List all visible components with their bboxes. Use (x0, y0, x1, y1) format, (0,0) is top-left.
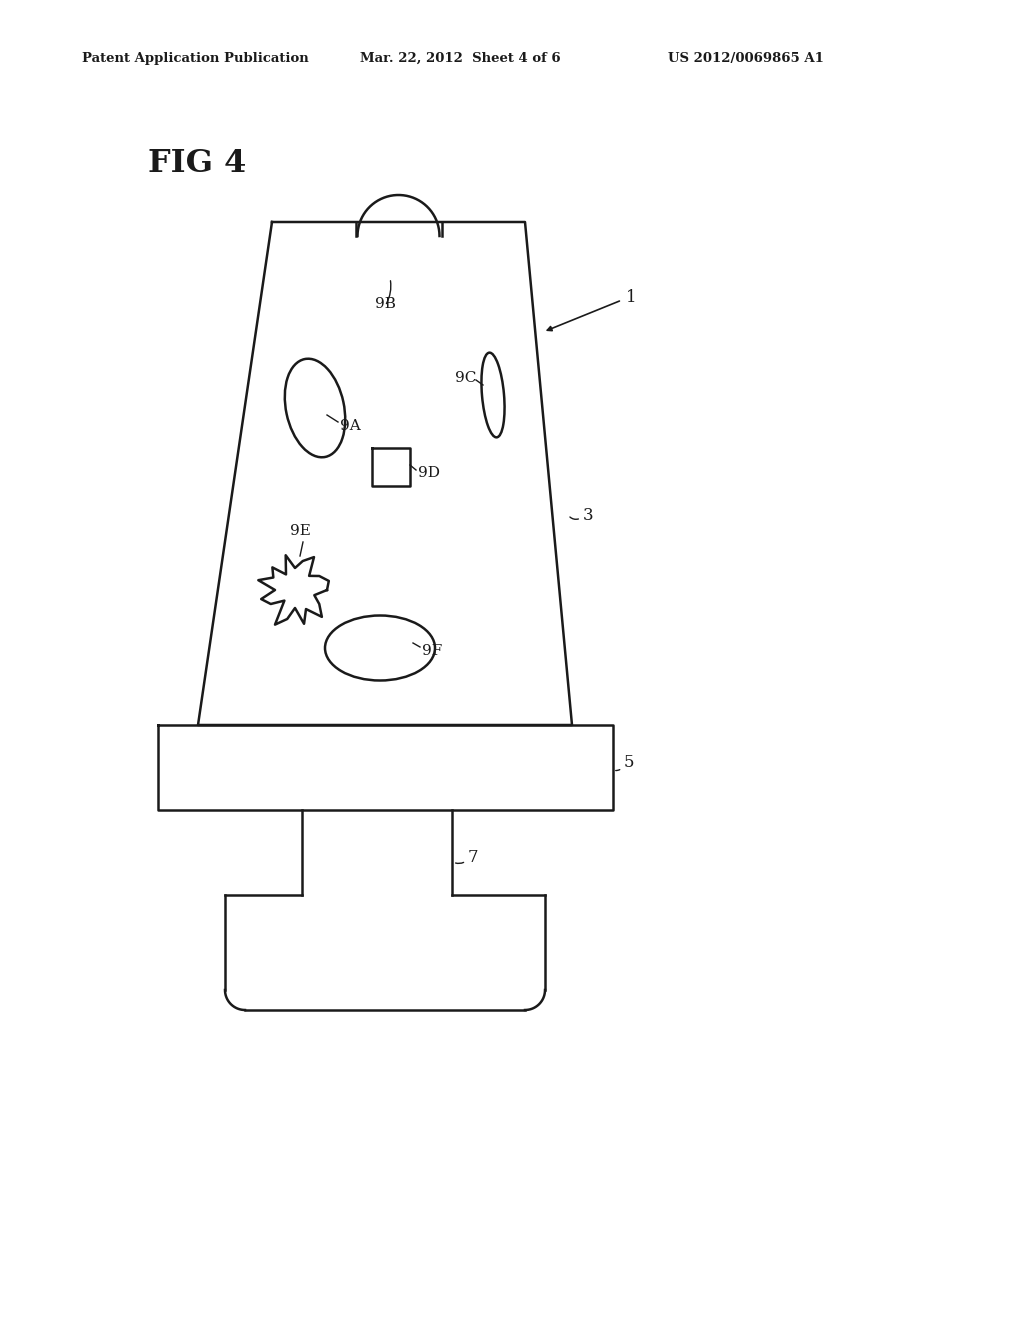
Text: 9B: 9B (375, 297, 396, 312)
Text: US 2012/0069865 A1: US 2012/0069865 A1 (668, 51, 824, 65)
Text: 9D: 9D (418, 466, 440, 480)
Text: Patent Application Publication: Patent Application Publication (82, 51, 309, 65)
Text: 7: 7 (468, 849, 478, 866)
Text: 5: 5 (624, 754, 635, 771)
Text: 1: 1 (626, 289, 637, 306)
Text: 9F: 9F (422, 644, 442, 657)
Text: Mar. 22, 2012  Sheet 4 of 6: Mar. 22, 2012 Sheet 4 of 6 (360, 51, 560, 65)
Text: FIG 4: FIG 4 (148, 148, 247, 180)
Text: 9E: 9E (290, 524, 311, 539)
Text: 9C: 9C (455, 371, 476, 385)
Text: 3: 3 (583, 507, 594, 524)
Text: 9A: 9A (340, 418, 360, 433)
